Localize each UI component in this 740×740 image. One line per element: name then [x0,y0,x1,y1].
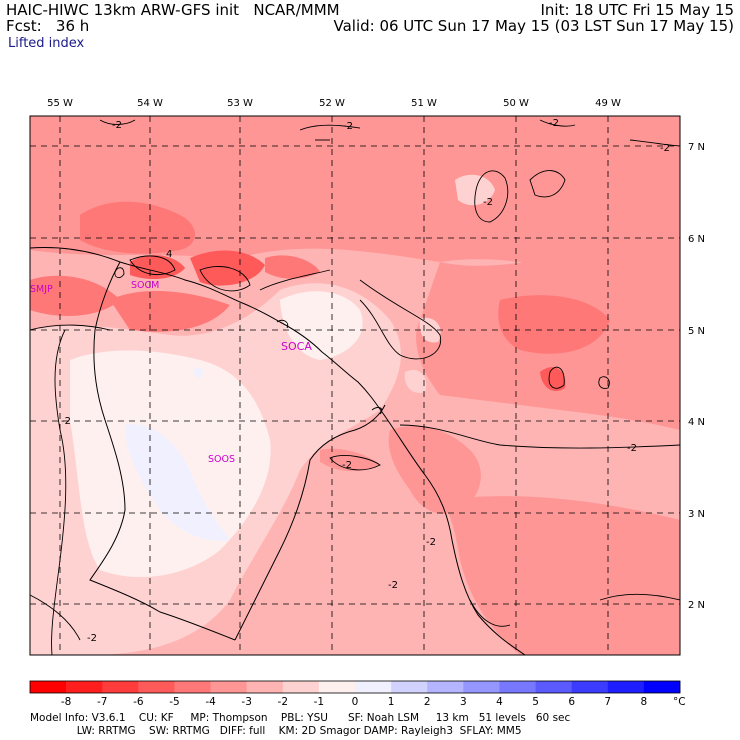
colorbar-swatch [463,681,500,693]
model-info-line1: Model Info: V3.6.1 CU: KF MP: Thompson P… [30,712,571,724]
colorbar-swatch [318,681,356,693]
colorbar-tick-label: 4 [496,696,503,708]
longitude-labels: 55 W 54 W 53 W 52 W 51 W 50 W 49 W [47,98,621,109]
colorbar-tick-label: 0 [352,696,359,708]
contour-label: -2 [343,121,353,132]
lat-label: 2 N [688,600,705,611]
contour-label: -2 [112,120,122,131]
colorbar-tick-label: 8 [641,696,648,708]
station-label: SOOS [208,454,235,465]
colorbar-swatch [210,681,247,693]
shaded-field [30,116,680,655]
colorbar-swatch [174,681,211,693]
lat-label: 7 N [688,142,705,153]
colorbar-tick-label: -7 [97,696,107,708]
lon-label: 55 W [47,98,73,109]
contour-label: 4 [166,249,172,260]
colorbar-tick-label: 3 [460,696,467,708]
contour-label: -2 [87,633,97,644]
colorbar-swatch [30,681,67,693]
colorbar-tick-label: 2 [424,696,431,708]
colorbar-frame [29,680,681,694]
contour-label: -2 [342,460,352,471]
lat-label: 6 N [688,234,705,245]
colorbar-swatch [391,681,428,693]
model-info-line2: LW: RRTMG SW: RRTMG DIFF: full KM: 2D Sm… [30,725,522,737]
colorbar-tick-label: 6 [568,696,575,708]
station-label: SMJP [30,284,53,295]
contour-label: -2 [549,118,559,129]
colorbar-swatch [66,681,103,693]
colorbar-swatch [643,681,681,693]
colorbar-tick-label: -4 [205,696,216,708]
lon-label: 54 W [137,98,163,109]
colorbar-tick-label: -1 [314,696,324,708]
colorbar-swatch [355,681,392,693]
station-labels: SMJP SOCM SOCA SOOS [30,280,312,465]
colorbar-swatch [499,681,536,693]
colorbar-tick-label: -2 [278,696,288,708]
forecast-hour: Fcst: 36 h [6,17,90,35]
contour-label: -2 [426,537,436,548]
lon-label: 52 W [319,98,345,109]
model-title: HAIC-HIWC 13km ARW-GFS init NCAR/MMM [6,1,340,19]
colorbar-tick-label: 1 [388,696,395,708]
colorbar-swatch [535,681,572,693]
contour-label: -2 [388,580,398,591]
contour-label: -2 [483,197,493,208]
colorbar-swatch [427,681,464,693]
colorbar-swatch [571,681,609,693]
lat-label: 3 N [688,509,705,520]
lon-label: 49 W [595,98,621,109]
map-frame [29,115,681,656]
colorbar-tick-label: 7 [604,696,611,708]
station-label: SOCM [131,280,159,291]
valid-time: Valid: 06 UTC Sun 17 May 15 (03 LST Sun … [333,17,734,35]
colorbar-tick-label: -5 [169,696,179,708]
lon-label: 53 W [227,98,253,109]
colorbar-tick-label: -3 [241,696,251,708]
colorbar: -8 -7 -6 -5 -4 -3 -2 -1 0 1 2 3 4 5 6 7 8 [29,680,681,708]
coastline [30,247,526,655]
contour-label: -2 [660,143,670,154]
station-label: SOCA [281,340,312,353]
colorbar-swatch [138,681,175,693]
lat-lon-grid [30,116,680,655]
lat-label: 4 N [688,417,705,428]
lon-label: 50 W [503,98,529,109]
init-time: Init: 18 UTC Fri 15 May 15 [540,1,734,19]
contour-lines [30,119,680,655]
contour-labels: -2 -2 -2 -2 -2 4 -2 -2 -2 -2 -2 -2 [61,118,670,644]
colorbar-swatch [282,681,320,693]
lat-label: 5 N [688,326,705,337]
contour-label: -2 [627,443,637,454]
lon-label: 51 W [411,98,437,109]
contour-label: -2 [61,416,71,427]
colorbar-swatch [246,681,284,693]
colorbar-swatch [607,681,645,693]
colorbar-unit: °C [673,696,686,708]
colorbar-swatch [102,681,139,693]
field-name: Lifted index [8,36,85,51]
colorbar-tick-label: -6 [133,696,144,708]
colorbar-tick-label: -8 [61,696,71,708]
latitude-labels: 7 N 6 N 5 N 4 N 3 N 2 N [688,142,705,611]
colorbar-tick-label: 5 [532,696,539,708]
